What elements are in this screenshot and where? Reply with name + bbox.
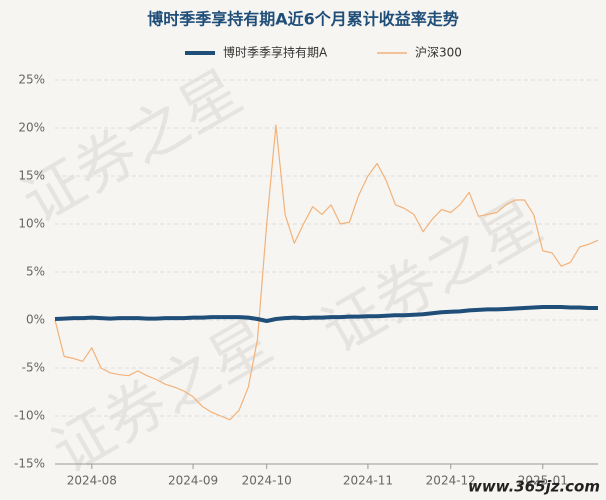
y-tick-label: 20% bbox=[18, 121, 45, 135]
x-tick-label: 2024-09 bbox=[168, 474, 218, 488]
series-line bbox=[54, 305, 598, 323]
y-tick-label: 10% bbox=[18, 217, 45, 231]
chart-title: 博时季季享持有期A近6个月累计收益率走势 bbox=[147, 10, 459, 29]
y-tick-label: 15% bbox=[18, 169, 45, 183]
y-tick-label: -10% bbox=[14, 409, 45, 423]
y-tick-label: -15% bbox=[14, 457, 45, 471]
x-tick-label: 2024-08 bbox=[67, 474, 117, 488]
x-tick-label: 2024-11 bbox=[343, 474, 393, 488]
x-tick-label: 2024-10 bbox=[242, 474, 292, 488]
site-mark: www.365jz.com bbox=[468, 478, 600, 496]
series-line bbox=[54, 124, 599, 421]
x-tick-label: 2025-01 bbox=[518, 474, 568, 488]
legend-label: 博时季季享持有期A bbox=[223, 45, 328, 60]
y-tick-label: 25% bbox=[18, 73, 45, 87]
y-tick-label: 5% bbox=[26, 265, 45, 279]
legend-label: 沪深300 bbox=[415, 46, 462, 60]
y-tick-label: 0% bbox=[26, 313, 45, 327]
y-tick-label: -5% bbox=[22, 361, 45, 375]
x-tick-label: 2024-12 bbox=[426, 474, 476, 488]
